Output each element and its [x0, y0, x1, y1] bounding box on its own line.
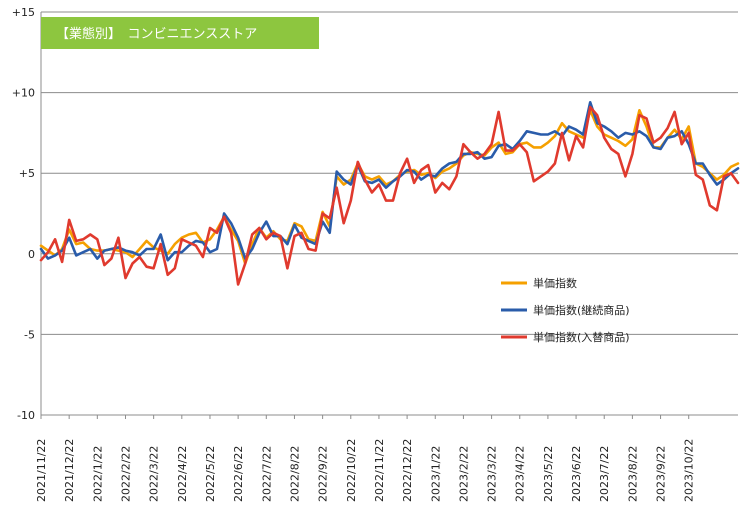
x-tick-label: 2021/11/22 [35, 439, 48, 502]
x-tick-label: 2022/3/22 [148, 446, 161, 502]
x-tick-label: 2022/4/22 [176, 446, 189, 502]
x-axis-ticks: 2021/11/22 2021/12/22 2022/1/22 2022/2/22 20… [35, 415, 696, 502]
y-tick-label: +15 [12, 6, 35, 19]
x-tick-label: 2022/12/22 [401, 439, 414, 502]
y-tick-label: +10 [12, 87, 35, 100]
chart-title: 【業態別】 コンビニエンスストア [41, 17, 319, 49]
legend: 単価指数 単価指数(継続商品) 単価指数(入替商品) [501, 276, 630, 344]
legend-entry: 単価指数(継続商品) [501, 303, 630, 317]
gridlines [40, 11, 738, 416]
x-tick-label: 2022/6/22 [232, 446, 245, 502]
x-tick-label: 2022/8/22 [288, 446, 301, 502]
x-tick-label: 2022/1/22 [91, 446, 104, 502]
legend-entry: 単価指数 [501, 276, 577, 290]
x-tick-label: 2023/4/22 [514, 446, 527, 502]
x-tick-label: 2022/9/22 [317, 446, 330, 502]
x-tick-label: 2023/6/22 [570, 446, 583, 502]
chart-title-background [41, 17, 319, 49]
x-tick-label: 2023/1/22 [429, 446, 442, 502]
legend-label: 単価指数(入替商品) [533, 330, 630, 344]
legend-entry: 単価指数(入替商品) [501, 330, 630, 344]
x-tick-label: 2023/8/22 [626, 446, 639, 502]
series-line-1 [39, 101, 740, 262]
legend-label: 単価指数 [533, 276, 577, 290]
y-tick-label: +5 [19, 167, 35, 180]
y-tick-label: -5 [24, 328, 35, 341]
y-tick-label: -10 [17, 409, 35, 422]
x-tick-label: 2023/7/22 [598, 446, 611, 502]
x-tick-label: 2022/2/22 [119, 446, 132, 502]
series-line-2 [39, 105, 740, 286]
series-lines [39, 101, 740, 286]
x-tick-label: 2023/9/22 [655, 446, 668, 502]
x-tick-label: 2023/2/22 [457, 446, 470, 502]
x-tick-label: 2023/3/22 [486, 446, 499, 502]
y-axis-ticks: +15 +10 +5 0 -5 -10 [12, 6, 35, 422]
x-tick-label: 2022/11/22 [373, 439, 386, 502]
x-tick-label: 2022/10/22 [345, 439, 358, 502]
x-tick-label: 2022/7/22 [260, 446, 273, 502]
legend-label: 単価指数(継続商品) [533, 303, 630, 317]
y-tick-label: 0 [28, 248, 35, 261]
x-tick-label: 2023/5/22 [542, 446, 555, 502]
x-tick-label: 2023/10/22 [683, 439, 696, 502]
chart-title-text: 【業態別】 コンビニエンスストア [56, 26, 257, 42]
x-tick-label: 2021/12/22 [63, 439, 76, 502]
x-tick-label: 2022/5/22 [204, 446, 217, 502]
